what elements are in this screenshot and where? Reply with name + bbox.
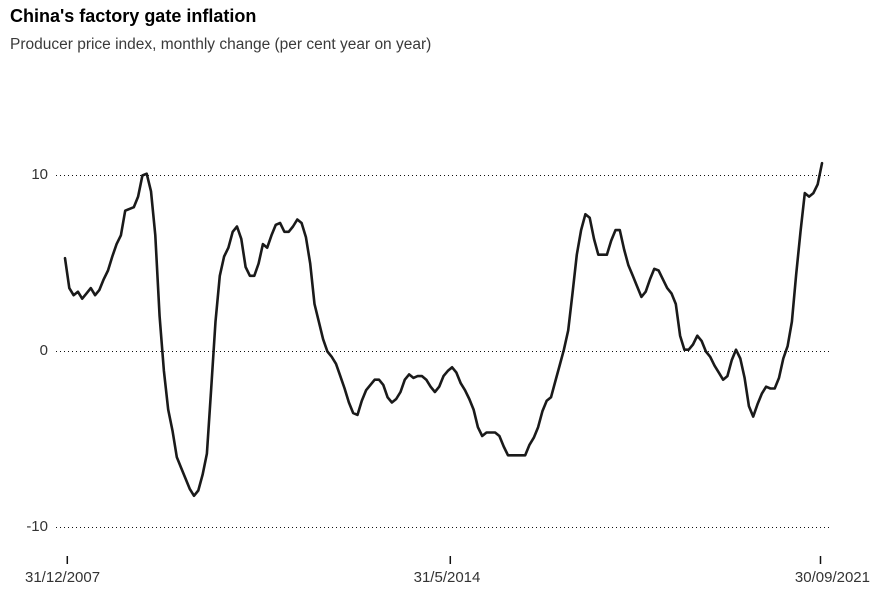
y-axis-label-10: 10 bbox=[31, 166, 48, 183]
y-axis-label-0: 0 bbox=[39, 342, 48, 359]
ppi-series-line bbox=[63, 161, 824, 498]
x-axis-label-mid: 31/5/2014 bbox=[413, 569, 481, 586]
x-axis-label-start: 31/12/2007 bbox=[25, 569, 101, 586]
y-axis-label-minus-10: -10 bbox=[26, 518, 48, 535]
x-axis-label-end: 30/09/2021 bbox=[794, 569, 870, 586]
chart-title: China's factory gate inflation bbox=[10, 6, 257, 26]
chart-subtitle: Producer price index, monthly change (pe… bbox=[10, 36, 432, 53]
